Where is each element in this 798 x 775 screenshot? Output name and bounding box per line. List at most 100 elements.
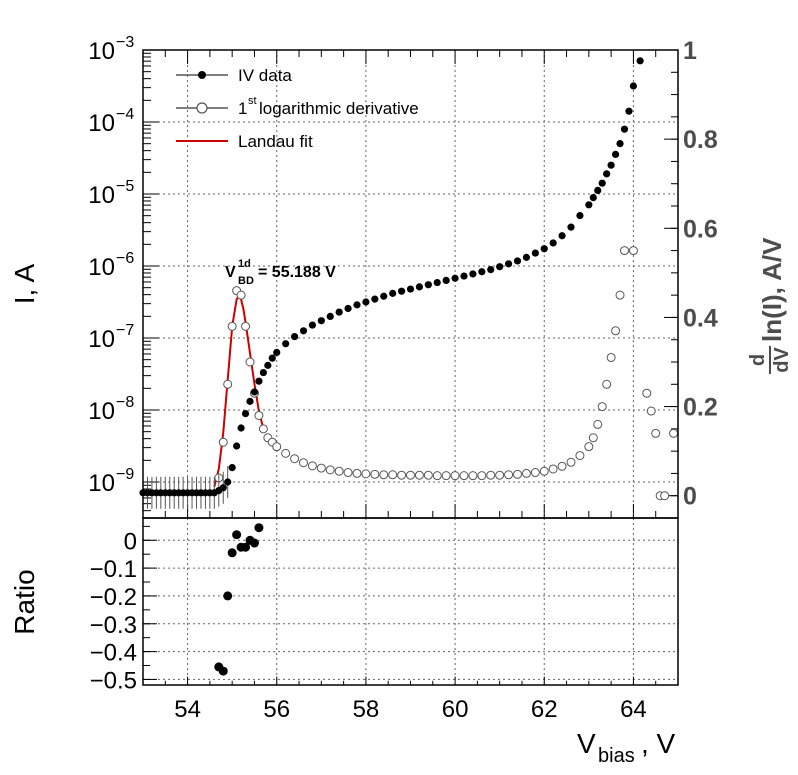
y-tick-label-right: 0.8 — [683, 126, 718, 154]
iv-data-point — [478, 268, 486, 276]
derivative-point — [307, 461, 317, 471]
iv-data-point — [415, 283, 424, 291]
iv-data-point — [264, 361, 272, 369]
derivative-point — [521, 468, 531, 478]
iv-data-point — [589, 194, 597, 202]
y-tick-label-left: 10 −7 — [88, 322, 134, 353]
legend-label-landau-fit: Landau fit — [238, 132, 313, 151]
iv-data-point — [424, 281, 432, 289]
ratio-grid — [143, 518, 678, 685]
iv-data-point — [451, 274, 459, 282]
iv-data-point — [522, 253, 531, 261]
main-grid — [143, 49, 678, 518]
y-tick-exp: −3 — [116, 34, 134, 51]
iv-data-point — [549, 239, 557, 247]
iv-data-point — [603, 170, 611, 178]
iv-data-point — [504, 260, 513, 268]
y-tick-base: 10 — [88, 254, 115, 281]
iv-data-point — [250, 388, 259, 396]
x-tick-labels: 54 56 58 60 62 64 — [174, 696, 647, 723]
iv-data-point — [233, 442, 241, 450]
iv-data-point — [620, 125, 629, 133]
derivative-point — [620, 246, 629, 256]
main-series — [139, 57, 679, 509]
derivative-point — [281, 448, 291, 458]
iv-data-point — [371, 295, 379, 303]
y-tick-exp: −4 — [116, 106, 134, 123]
ratio-point — [218, 666, 228, 676]
derivative-point — [388, 470, 398, 480]
derivative-point — [218, 437, 228, 447]
derivative-point — [548, 464, 558, 474]
y-axis-right-rest: ln(I), A/V — [757, 237, 787, 342]
iv-data-point — [273, 348, 281, 356]
derivative-point — [593, 419, 603, 429]
iv-data-point — [335, 308, 343, 316]
legend: IV data 1 st logarithmic derivative Land… — [176, 66, 419, 151]
derivative-point — [316, 463, 326, 473]
iv-data-point — [567, 223, 575, 231]
derivative-point — [245, 357, 255, 367]
x-axis-title: V bias , V — [577, 728, 676, 767]
ratio-axis-title: Ratio — [9, 569, 40, 634]
iv-data-point — [228, 464, 236, 472]
ratio-tick-label: −0.3 — [90, 612, 137, 639]
derivative-point — [343, 468, 353, 478]
x-tick-label: 56 — [263, 696, 290, 723]
y-tick-label-left: 10 −8 — [88, 394, 134, 425]
y-tick-base: 10 — [88, 470, 115, 497]
iv-data-point — [636, 57, 644, 65]
derivative-point — [334, 466, 344, 476]
y-tick-exp: −6 — [116, 250, 134, 267]
derivative-point — [441, 471, 451, 481]
ratio-tick-label: −0.2 — [90, 584, 137, 611]
iv-data-point — [611, 150, 620, 158]
ratio-point — [227, 548, 237, 558]
iv-data-point — [496, 263, 504, 271]
derivative-point — [611, 326, 621, 336]
iv-data-point — [585, 201, 593, 209]
y-tick-exp: −8 — [116, 394, 134, 411]
y-tick-label-left: 10 −6 — [88, 250, 134, 281]
derivative-point — [606, 353, 616, 363]
y-tick-label-right: 0.2 — [683, 394, 718, 422]
iv-data-point — [594, 186, 602, 194]
y-tick-label-right: 0 — [683, 483, 697, 511]
derivative-point — [588, 433, 598, 443]
iv-data-point — [237, 424, 245, 432]
iv-data-point — [299, 327, 308, 335]
derivative-point — [669, 428, 679, 438]
iv-data-point — [317, 317, 325, 325]
derivative-point — [642, 388, 652, 398]
legend-entry-derivative: 1 st logarithmic derivative — [176, 95, 419, 118]
legend-label-derivative-sup: st — [248, 95, 257, 107]
x-axis-title-sub: bias — [598, 745, 635, 767]
ratio-series — [214, 523, 264, 676]
iv-data-point — [268, 354, 276, 362]
derivative-point — [468, 471, 478, 481]
x-axis-title-main: V — [577, 728, 596, 759]
derivative-point — [584, 442, 594, 452]
iv-data-point — [607, 161, 615, 169]
iv-data-point — [353, 301, 361, 309]
y-tick-exp: −7 — [116, 322, 134, 339]
iv-data-point — [558, 232, 566, 240]
iv-data-point — [344, 304, 352, 313]
x-axis-title-suffix: , V — [641, 728, 676, 759]
y-axis-right-num: d — [747, 354, 769, 366]
derivative-point — [566, 457, 576, 467]
iv-data-point — [629, 82, 638, 90]
y-tick-label-left: 10 −5 — [88, 178, 134, 209]
derivative-point — [236, 290, 246, 300]
y-tick-exp: −9 — [116, 466, 134, 483]
derivative-point — [241, 321, 251, 331]
iv-data-point — [246, 397, 254, 405]
iv-data-point — [576, 212, 584, 220]
legend-marker-open — [196, 102, 208, 114]
iv-data-point — [469, 270, 477, 278]
iv-data-point — [442, 276, 450, 284]
y-axis-title-right: d dV ln(I), A/V — [747, 237, 793, 374]
derivative-point — [615, 290, 625, 300]
ratio-point — [249, 538, 259, 548]
